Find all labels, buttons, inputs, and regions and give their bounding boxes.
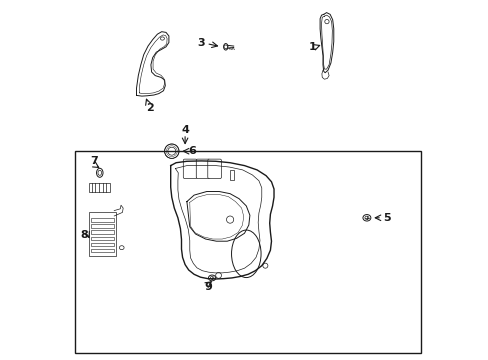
Text: 4: 4 [181,125,189,135]
Text: 9: 9 [204,282,212,292]
Bar [91,224,114,228]
Text: 3: 3 [197,38,204,48]
Text: 7: 7 [90,156,98,166]
FancyBboxPatch shape [183,159,197,179]
Bar [75,151,420,353]
Bar [230,170,234,180]
Bar [91,249,114,252]
Bar [91,230,114,234]
Text: 6: 6 [188,146,196,156]
Bar [91,243,114,246]
Bar [91,218,114,222]
Text: 8: 8 [80,230,88,240]
Text: 2: 2 [146,103,154,113]
Text: 5: 5 [382,213,390,223]
Bar [91,237,114,240]
FancyBboxPatch shape [196,159,209,179]
Bar [89,212,116,256]
FancyBboxPatch shape [207,159,221,179]
Text: 1: 1 [307,42,315,52]
Bar [89,183,110,192]
